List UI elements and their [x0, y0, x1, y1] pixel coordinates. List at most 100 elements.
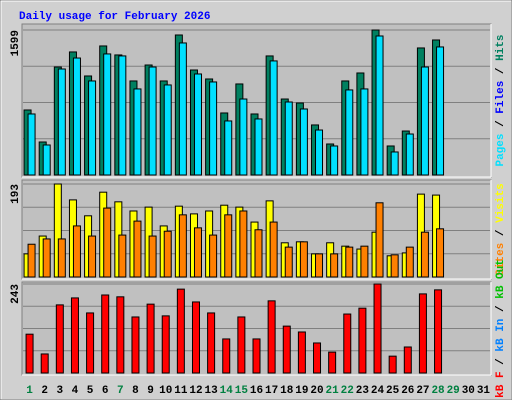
bar	[222, 338, 231, 374]
legend-separator: /	[495, 114, 507, 134]
bar	[345, 89, 354, 176]
bar	[72, 57, 81, 176]
bar	[390, 151, 399, 176]
x-tick-label: 14	[220, 385, 234, 397]
bar	[42, 238, 51, 278]
legend-entry: kB F	[495, 371, 507, 397]
bar	[405, 133, 414, 176]
bar	[405, 246, 414, 278]
bar	[269, 221, 278, 278]
bar	[193, 227, 202, 278]
y-tick-label: 1599	[10, 30, 22, 56]
bar	[224, 120, 233, 176]
bar	[345, 246, 354, 278]
bar	[330, 253, 339, 278]
legend-entry: Visits	[495, 183, 507, 223]
x-tick-label: 21	[326, 385, 340, 397]
bar	[315, 129, 324, 176]
bar	[375, 202, 384, 278]
bar	[284, 101, 293, 176]
bar	[118, 234, 127, 278]
bar	[390, 254, 399, 278]
bar	[70, 297, 79, 374]
bar	[88, 235, 97, 278]
bar	[88, 80, 97, 176]
x-tick-label: 28	[431, 385, 445, 397]
bar	[315, 253, 324, 278]
x-tick-label: 13	[205, 385, 219, 397]
y-tick-label: 243	[10, 284, 22, 304]
bar	[57, 238, 66, 278]
bar	[193, 73, 202, 176]
bar	[299, 241, 308, 278]
legend-separator: /	[495, 61, 507, 81]
bar	[133, 88, 142, 176]
chart-title: Daily usage for February 2026	[19, 11, 210, 23]
bar	[267, 300, 276, 374]
x-tick-label: 27	[416, 385, 429, 397]
bar	[103, 53, 112, 176]
x-tick-label: 31	[477, 385, 491, 397]
bar	[103, 207, 112, 278]
bar	[86, 312, 95, 374]
bar	[146, 303, 155, 374]
x-tick-label: 6	[102, 385, 109, 397]
bar	[403, 346, 412, 374]
x-tick-label: 10	[159, 385, 172, 397]
bar	[176, 288, 185, 374]
bar	[252, 338, 261, 374]
x-tick-label: 9	[147, 385, 154, 397]
bar	[330, 145, 339, 176]
x-tick-label: 17	[265, 385, 278, 397]
bar	[148, 66, 157, 176]
x-tick-label: 4	[72, 385, 79, 397]
bar	[178, 214, 187, 278]
legend: Sites / Visits	[495, 183, 507, 275]
bar	[101, 294, 110, 374]
bar	[118, 55, 127, 176]
bar	[237, 316, 246, 374]
bar	[163, 84, 172, 176]
x-tick-label: 18	[280, 385, 294, 397]
bar	[313, 342, 322, 374]
bar	[209, 234, 218, 278]
x-tick-label: 30	[462, 385, 475, 397]
bar	[239, 98, 248, 176]
legend-entry: Pages	[495, 134, 507, 167]
legend: kB F / kB In / kB Out	[495, 259, 507, 398]
bar	[131, 316, 140, 374]
x-tick-label: 15	[235, 385, 249, 397]
bar	[436, 228, 445, 278]
x-tick-label: 5	[87, 385, 94, 397]
x-tick-label: 1	[26, 385, 33, 397]
bar	[27, 243, 36, 278]
bar	[328, 351, 337, 374]
bar	[207, 312, 216, 374]
legend: Pages / Files / Hits	[495, 34, 507, 166]
bar	[420, 231, 429, 278]
bar	[420, 66, 429, 176]
legend-entry: Hits	[495, 34, 507, 60]
x-tick-label: 22	[341, 385, 354, 397]
bar	[209, 81, 218, 176]
bar	[55, 304, 64, 374]
y-tick-label: 193	[10, 184, 22, 204]
legend-entry: kB Out	[495, 259, 507, 299]
x-tick-label: 11	[174, 385, 188, 397]
bar	[42, 144, 51, 176]
x-tick-label: 20	[310, 385, 323, 397]
bar	[299, 108, 308, 176]
bar	[282, 325, 291, 374]
legend-entry: Files	[495, 81, 507, 114]
bar	[191, 301, 200, 374]
x-tick-label: 24	[371, 385, 385, 397]
bar	[418, 293, 427, 374]
bar	[254, 118, 263, 176]
x-tick-label: 8	[132, 385, 139, 397]
x-tick-label: 12	[189, 385, 202, 397]
bar	[161, 315, 170, 374]
bar	[284, 246, 293, 278]
bar	[254, 229, 263, 278]
bar	[358, 307, 367, 374]
x-tick-label: 16	[250, 385, 263, 397]
